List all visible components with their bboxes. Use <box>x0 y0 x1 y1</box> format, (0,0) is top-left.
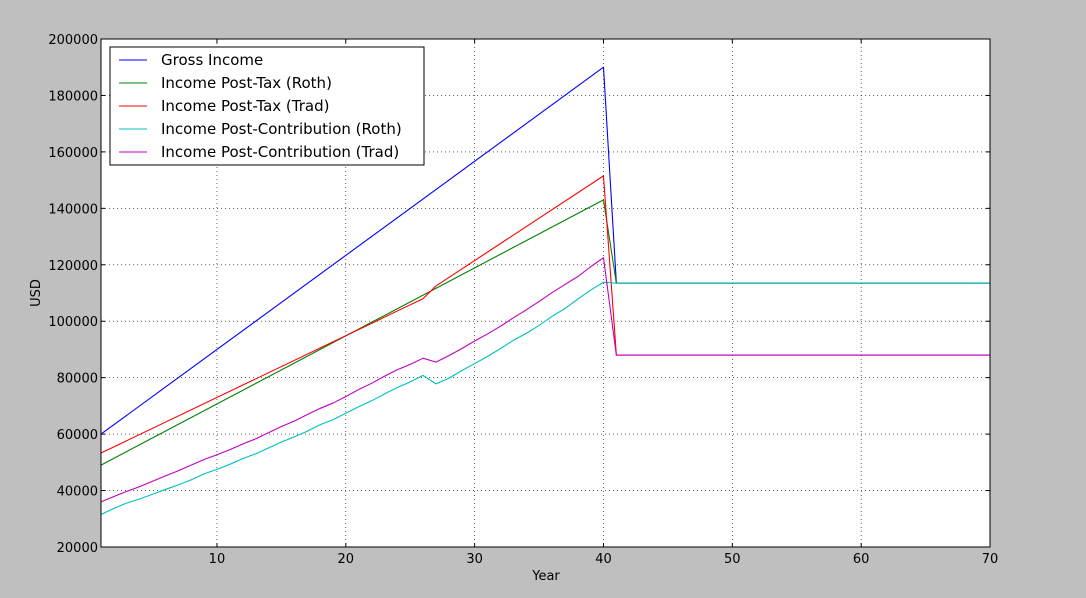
x-tick-labels: 10 20 30 40 50 60 70 <box>209 552 999 567</box>
plot-frame <box>100 38 991 548</box>
series-line-income-post-contribution-roth <box>100 281 990 516</box>
x-tick-label: 10 <box>209 552 226 567</box>
y-axis-label: USD <box>29 279 44 307</box>
y-tick-label: 60000 <box>57 428 98 443</box>
legend-label-income-post-tax-trad: Income Post-Tax (Trad) <box>161 97 329 115</box>
y-tick-label: 120000 <box>48 259 98 274</box>
y-tick-label: 40000 <box>57 485 98 500</box>
tick-marks <box>101 38 991 548</box>
legend-label-income-post-contribution-roth: Income Post-Contribution (Roth) <box>161 120 402 138</box>
y-tick-labels: 20000 40000 60000 80000 100000 120000 140000 16… <box>48 33 98 556</box>
legend-label-income-post-tax-roth: Income Post-Tax (Roth) <box>161 74 332 92</box>
series-lines <box>100 66 990 516</box>
y-tick-label: 160000 <box>48 146 98 161</box>
x-axis-label: Year <box>531 569 560 584</box>
y-tick-label: 100000 <box>48 315 98 330</box>
x-tick-label: 50 <box>724 552 741 567</box>
x-tick-label: 70 <box>982 552 999 567</box>
legend-box <box>109 46 425 166</box>
y-tick-label: 80000 <box>57 372 98 387</box>
y-tick-label: 200000 <box>48 33 98 48</box>
y-tick-label: 180000 <box>48 89 98 104</box>
legend: Gross Income Income Post-Tax (Roth) Income… <box>109 46 425 166</box>
legend-label-gross-income: Gross Income <box>161 51 263 69</box>
y-tick-label: 140000 <box>48 202 98 217</box>
x-tick-label: 30 <box>466 552 483 567</box>
legend-label-income-post-contribution-trad: Income Post-Contribution (Trad) <box>161 143 399 161</box>
y-tick-label: 20000 <box>57 541 98 556</box>
x-tick-label: 40 <box>595 552 612 567</box>
x-tick-label: 60 <box>853 552 870 567</box>
series-line-income-post-contribution-trad <box>100 257 990 503</box>
x-tick-label: 20 <box>338 552 355 567</box>
